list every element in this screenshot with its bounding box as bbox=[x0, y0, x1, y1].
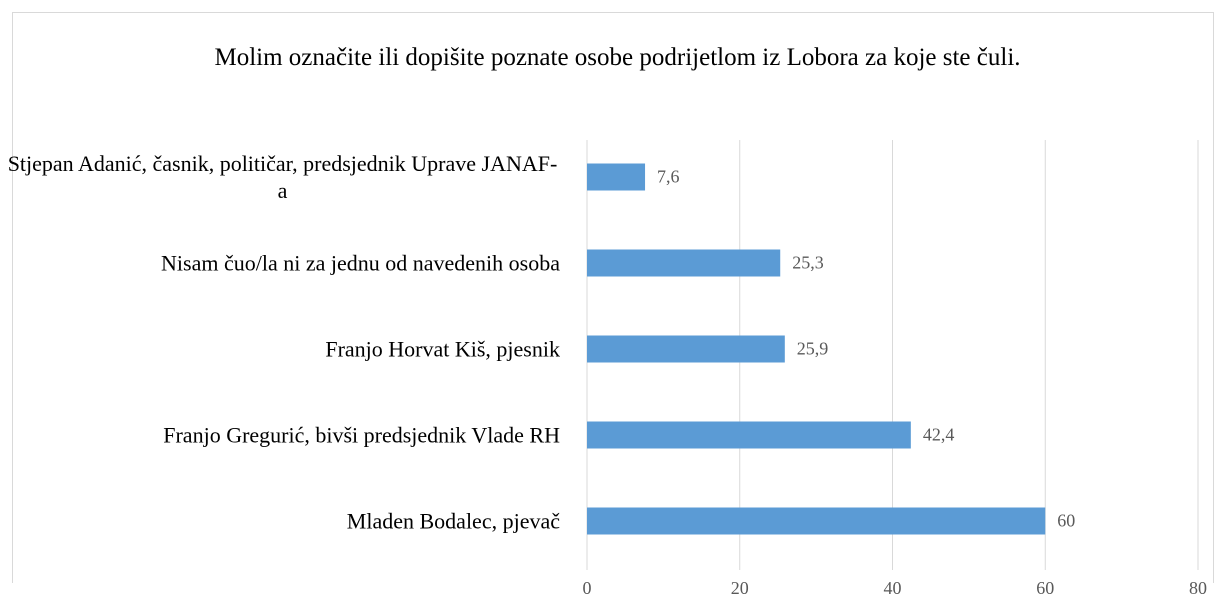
y-tick-label: Stjepan Adanić, časnik, političar, preds… bbox=[7, 151, 558, 203]
bar bbox=[587, 507, 1046, 535]
data-label: 25,9 bbox=[796, 338, 829, 359]
data-label: 42,4 bbox=[922, 424, 955, 445]
y-tick-label: Franjo Gregurić, bivši predsjednik Vlade… bbox=[163, 422, 560, 448]
chart-canvas bbox=[12, 12, 1214, 583]
chart-border bbox=[12, 12, 1214, 583]
x-tick-label: 40 bbox=[883, 578, 902, 598]
chart-title: Molim označite ili dopišite poznate osob… bbox=[214, 44, 1021, 71]
data-label: 25,3 bbox=[792, 252, 824, 273]
y-tick-label: Nisam čuo/la ni za jednu od navedenih os… bbox=[161, 250, 560, 276]
data-label: 60 bbox=[1057, 510, 1076, 531]
bar bbox=[587, 335, 785, 363]
chart: Molim označite ili dopišite poznate osob… bbox=[7, 12, 1214, 598]
bar bbox=[587, 163, 646, 191]
y-tick-label: Franjo Horvat Kiš, pjesnik bbox=[325, 336, 560, 362]
x-tick-label: 80 bbox=[1189, 578, 1207, 598]
x-tick-label: 60 bbox=[1036, 578, 1055, 598]
x-tick-label: 20 bbox=[730, 578, 749, 598]
bar bbox=[587, 421, 911, 449]
data-label: 7,6 bbox=[657, 166, 680, 187]
y-tick-label: Mladen Bodalec, pjevač bbox=[346, 508, 560, 534]
x-tick-label: 0 bbox=[582, 578, 592, 598]
bar bbox=[587, 249, 781, 277]
